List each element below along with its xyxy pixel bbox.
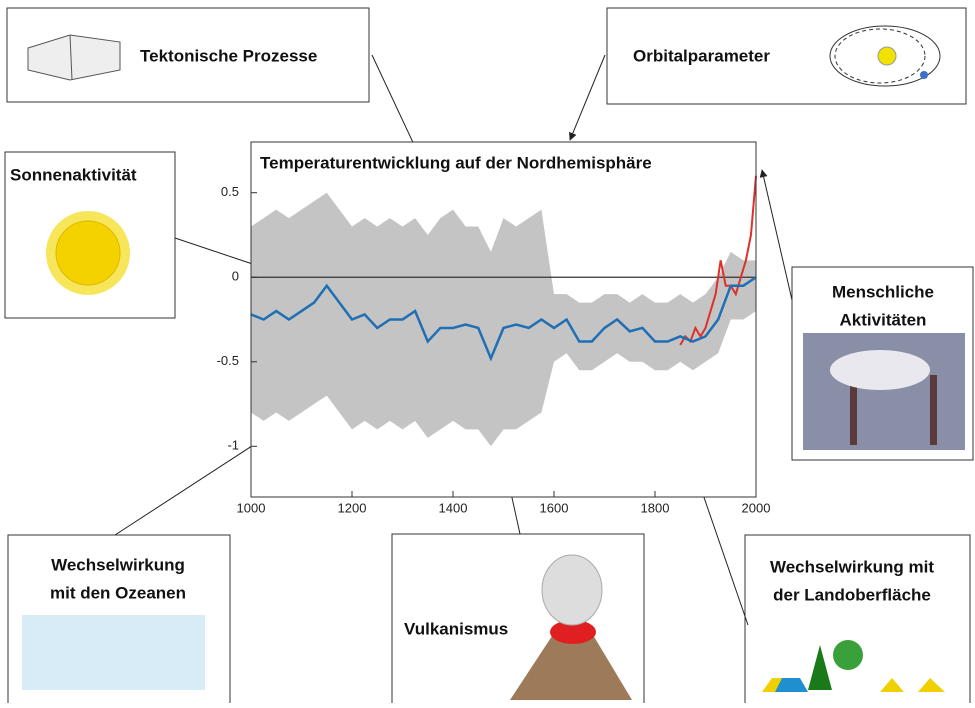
earth — [920, 71, 928, 79]
smoke — [830, 350, 930, 390]
box-label: Aktivitäten — [840, 310, 927, 329]
landscape — [762, 678, 945, 692]
y-tick-label: 0 — [232, 269, 239, 284]
red-line — [679, 175, 757, 346]
box-label: der Landoberfläche — [773, 585, 931, 604]
y-tick-label: -0.5 — [217, 353, 239, 368]
y-tick-label: -1 — [227, 438, 239, 453]
volcano — [510, 630, 632, 700]
x-tick-label: 1800 — [641, 500, 670, 515]
box-label: Menschliche — [832, 282, 934, 301]
x-tick-label: 1600 — [540, 500, 569, 515]
icons — [22, 25, 965, 700]
box-label: Sonnenaktivität — [10, 165, 137, 184]
uncertainty-band — [251, 192, 756, 447]
tectonic-crack — [69, 34, 73, 81]
box-label: Tektonische Prozesse — [140, 46, 317, 65]
orbit — [829, 25, 941, 87]
arrow — [569, 54, 606, 141]
box-label: Vulkanismus — [404, 619, 508, 638]
orbit-dashed — [834, 28, 926, 84]
chart-title: Temperaturentwicklung auf der Nordhemisp… — [260, 153, 652, 172]
series-line — [250, 276, 757, 362]
chimney — [850, 375, 857, 445]
x-tick-label: 2000 — [742, 500, 771, 515]
box-label: mit den Ozeanen — [50, 583, 186, 602]
box-label: Wechselwirkung — [51, 555, 185, 574]
waves — [22, 615, 205, 690]
arrow — [759, 169, 793, 301]
box — [606, 7, 967, 105]
box-label: Orbitalparameter — [633, 46, 770, 65]
y-tick-label: 0.5 — [221, 184, 239, 199]
x-tick-label: 1200 — [338, 500, 367, 515]
x-tick-label: 1400 — [439, 500, 468, 515]
crater — [550, 620, 596, 644]
tree — [833, 640, 863, 670]
chimney — [930, 375, 937, 445]
chart: 0.5 0 -0.5 -1 1000 1200 1400 1600 1800 2000 Temper… — [217, 141, 771, 515]
lake — [775, 678, 808, 692]
tree — [808, 645, 832, 690]
box-label: Wechselwirkung mit — [770, 557, 934, 576]
plot-frame — [250, 141, 757, 498]
sun — [877, 46, 897, 66]
x-tick-label: 1000 — [237, 500, 266, 515]
ash-cloud — [541, 554, 603, 626]
sun-icon — [55, 220, 121, 286]
